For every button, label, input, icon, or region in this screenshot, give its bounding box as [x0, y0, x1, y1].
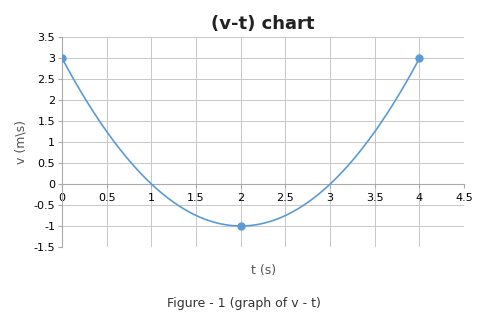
Text: Figure - 1 (graph of v - t): Figure - 1 (graph of v - t) — [167, 297, 321, 310]
X-axis label: t (s): t (s) — [250, 264, 276, 277]
Title: (v-t) chart: (v-t) chart — [211, 15, 315, 33]
Y-axis label: v (m\s): v (m\s) — [15, 120, 28, 164]
